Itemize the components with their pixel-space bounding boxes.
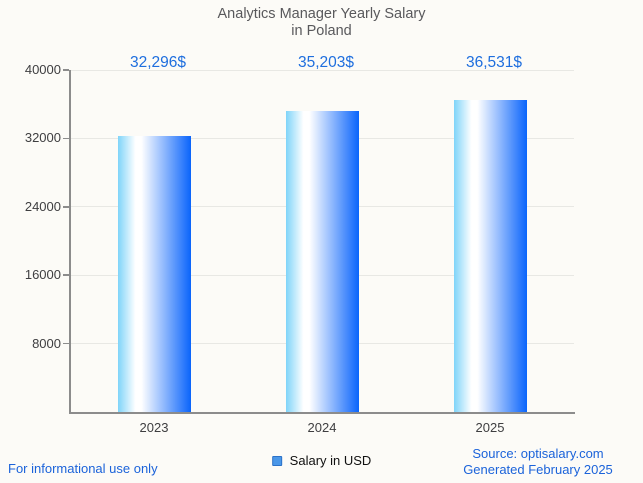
x-axis-label-2024: 2024 <box>307 420 337 435</box>
chart-title: Analytics Manager Yearly Salary in Polan… <box>0 6 643 40</box>
y-tick-32000 <box>63 137 69 140</box>
disclaimer-text: For informational use only <box>8 461 158 476</box>
y-axis-line <box>69 70 71 414</box>
y-axis-label-24000: 24000 <box>24 198 61 214</box>
bar-2023 <box>117 135 191 412</box>
y-axis-label-16000: 16000 <box>24 267 61 283</box>
value-label-2023: 32,296$ <box>129 54 187 71</box>
generated-text: Generated February 2025 <box>463 461 613 477</box>
y-axis-label-40000: 40000 <box>24 62 61 77</box>
gridline-40000 <box>70 69 574 71</box>
chart-title-line1: Analytics Manager Yearly Salary <box>217 6 426 22</box>
value-label-2024: 35,203$ <box>297 54 355 71</box>
y-tick-16000 <box>63 274 69 276</box>
bar-2024 <box>285 111 359 412</box>
value-label-2025: 36,531$ <box>465 54 523 71</box>
y-axis-label-32000: 32000 <box>24 130 61 146</box>
y-tick-40000 <box>63 69 69 71</box>
x-axis-label-2025: 2025 <box>475 420 505 435</box>
chart-title-line2: in Poland <box>291 23 352 39</box>
bar-2025 <box>453 99 527 412</box>
source-text: Source: optisalary.com <box>472 446 604 461</box>
x-axis-line <box>69 411 575 414</box>
y-tick-24000 <box>63 206 69 208</box>
x-axis-label-2023: 2023 <box>139 420 169 435</box>
y-axis-label-8000: 8000 <box>32 335 61 351</box>
legend-swatch-icon <box>271 456 282 466</box>
legend: Salary in USD <box>271 453 372 468</box>
legend-label: Salary in USD <box>289 453 372 468</box>
y-tick-8000 <box>63 342 69 345</box>
source-block: Source: optisalary.com Generated Februar… <box>463 446 613 477</box>
